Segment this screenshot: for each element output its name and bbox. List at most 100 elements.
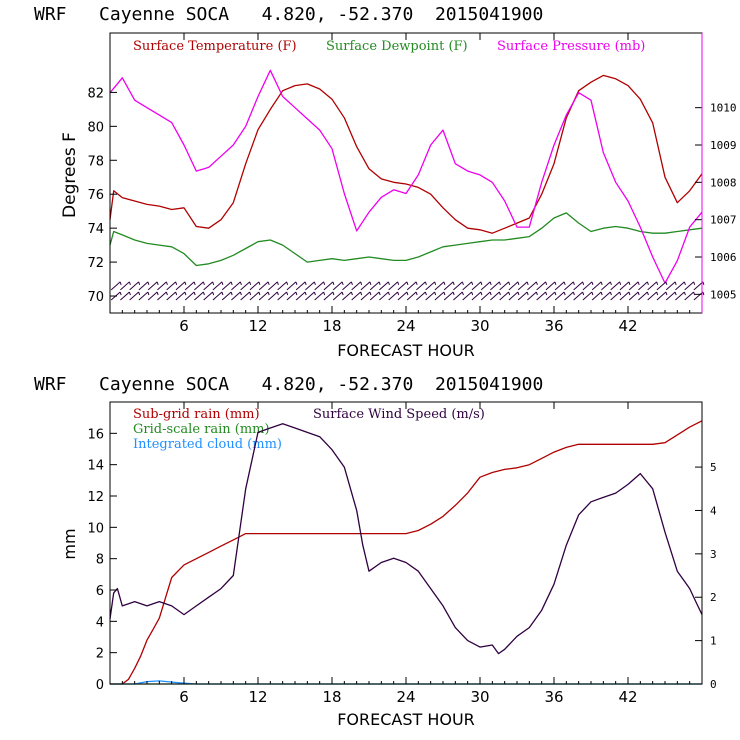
y-tick-label: 14: [87, 459, 104, 474]
y2-tick-label: 4: [710, 504, 717, 517]
wind-barb-flag: [545, 281, 548, 286]
chart-title: WRF Cayenne SOCA 4.820, -52.370 20150419…: [34, 4, 543, 25]
wind-barb: [601, 281, 611, 291]
wind-barb: [360, 291, 371, 301]
wind-barb: [332, 281, 343, 291]
wind-barb-flag: [230, 291, 233, 296]
wind-barb: [249, 281, 260, 291]
wind-barb: [406, 291, 417, 301]
wind-barb-flag: [563, 291, 566, 296]
wind-barb-flag: [600, 291, 603, 296]
wind-barb: [443, 281, 454, 291]
wind-barb-flag: [286, 281, 289, 286]
wind-barb: [638, 281, 648, 291]
wind-barb-flag: [665, 281, 668, 286]
wind-barb: [212, 281, 223, 291]
wind-barb-flag: [535, 291, 538, 296]
wind-barb-flag: [526, 291, 529, 296]
wind-barb: [462, 281, 472, 291]
wind-barb-flag: [517, 281, 520, 286]
wind-barb-flag: [517, 291, 520, 296]
wind-barb-flag: [397, 281, 400, 286]
wind-barb: [342, 281, 352, 291]
wind-barb: [443, 291, 454, 301]
wind-barb-flag: [147, 291, 150, 296]
y-tick-label: 16: [87, 427, 104, 442]
wind-barb-flag: [323, 281, 326, 286]
wind-barb-flag: [378, 291, 381, 296]
wind-barb: [582, 281, 593, 291]
wind-barb-flag: [128, 291, 131, 296]
legend-entry-gridscale-rain: Grid-scale rain (mm): [133, 422, 270, 437]
wind-barb: [619, 281, 630, 291]
wind-barb: [573, 291, 583, 301]
wind-barb: [258, 281, 269, 291]
wind-barb-flag: [350, 281, 353, 286]
wind-barb: [231, 281, 241, 291]
wind-barb-flag: [249, 291, 252, 296]
wind-barb-flag: [304, 281, 307, 286]
y-tick-label: 74: [87, 222, 104, 237]
wind-barb-flag: [406, 291, 409, 296]
x-tick-label: 18: [322, 688, 341, 706]
wind-barb-flag: [609, 291, 612, 296]
wind-barb: [434, 291, 445, 301]
wind-barb: [388, 281, 398, 291]
wind-barb-flag: [323, 291, 326, 296]
wind-barb-flag: [415, 291, 418, 296]
wind-barb: [591, 281, 602, 291]
wind-barb-flag: [424, 291, 427, 296]
wind-barb: [453, 291, 463, 301]
wind-barb-flag: [350, 291, 353, 296]
wind-barb-flag: [443, 281, 446, 286]
wind-barb-flag: [332, 281, 335, 286]
wind-barb: [295, 291, 306, 301]
wind-barb-flag: [656, 281, 659, 286]
wind-barb-flag: [572, 281, 575, 286]
wind-barb-flag: [397, 291, 400, 296]
wind-barb: [397, 291, 408, 301]
wind-barb-flag: [424, 281, 427, 286]
wind-barb-flag: [341, 281, 344, 286]
wind-barb-flag: [674, 291, 677, 296]
wind-barb-flag: [489, 281, 492, 286]
y-tick-label: 78: [87, 154, 104, 169]
wind-barb: [425, 291, 435, 301]
wind-barb: [490, 291, 500, 301]
x-axis-label: FORECAST HOUR: [337, 710, 475, 729]
wind-barb-flag: [471, 291, 474, 296]
wind-barb-flag: [128, 281, 131, 286]
wind-barb: [332, 291, 343, 301]
x-axis-label: FORECAST HOUR: [337, 341, 475, 360]
wind-barb-flag: [295, 291, 298, 296]
wind-barb: [351, 281, 361, 291]
series-line-subgrid_rain: [110, 420, 703, 685]
x-tick-label: 12: [248, 317, 267, 335]
y-tick-label: 8: [96, 553, 104, 568]
wind-barb: [508, 281, 519, 291]
wind-barb-flag: [508, 281, 511, 286]
x-tick-label: 18: [322, 317, 341, 335]
wind-barb: [286, 281, 297, 291]
legend-entry-pressure: Surface Pressure (mb): [497, 39, 645, 54]
wind-barb: [675, 291, 685, 301]
wind-barb: [268, 281, 278, 291]
wind-barb: [416, 281, 426, 291]
wind-barb-flag: [471, 281, 474, 286]
y-tick-label: 10: [87, 521, 104, 536]
series-line-wind_speed: [109, 423, 703, 655]
legend-entry-subgrid-rain: Sub-grid rain (mm): [133, 407, 260, 422]
y2-tick-label: 5: [710, 461, 717, 474]
wind-barbs: [110, 281, 705, 301]
wind-barb-flag: [230, 281, 233, 286]
wind-barb: [129, 281, 139, 291]
wind-barb-flag: [156, 291, 159, 296]
wind-barb-flag: [119, 291, 122, 296]
y2-tick-label: 1007: [710, 214, 737, 227]
wind-barb-flag: [360, 281, 363, 286]
legend-entry-temperature: Surface Temperature (F): [133, 39, 297, 54]
legend-entry-wind-speed: Surface Wind Speed (m/s): [313, 407, 485, 422]
wind-barb: [453, 281, 463, 291]
